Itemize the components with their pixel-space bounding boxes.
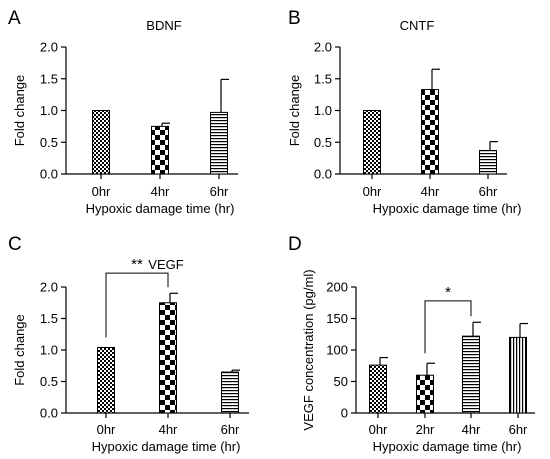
x-axis-label: Hypoxic damage time (hr) bbox=[86, 201, 235, 216]
x-axis-label: Hypoxic damage time (hr) bbox=[92, 439, 241, 454]
bar-4hr bbox=[159, 302, 177, 414]
y-axis-label: VEGF concentration (pg/ml) bbox=[301, 269, 316, 430]
y-tick-label: 1.0 bbox=[40, 103, 58, 118]
y-axis-label: Fold change bbox=[12, 314, 27, 386]
y-tick-label: 0.5 bbox=[40, 135, 58, 150]
y-tick-label: 150 bbox=[326, 311, 348, 326]
bar-4hr bbox=[151, 125, 169, 175]
x-tick-label: 0hr bbox=[97, 422, 116, 437]
significance-bracket bbox=[105, 272, 169, 338]
x-tick-label: 4hr bbox=[421, 184, 440, 199]
bar-6hr bbox=[479, 150, 497, 175]
y-tick-label: 1.5 bbox=[314, 71, 332, 86]
chart-panel-d: D 0 50 100 150 200 0hr 2hr 4hr 6hr Hypoxic damage … bbox=[288, 234, 535, 454]
bar-6hr bbox=[210, 111, 228, 175]
x-tick-label: 4hr bbox=[462, 422, 481, 437]
x-tick-label: 0hr bbox=[92, 184, 111, 199]
x-tick-label: 6hr bbox=[210, 184, 229, 199]
y-axis-label: Fold change bbox=[287, 75, 302, 147]
significance-bracket bbox=[424, 300, 472, 354]
y-tick-label: 200 bbox=[326, 280, 348, 295]
x-tick-label: 6hr bbox=[509, 422, 528, 437]
bar-0hr bbox=[369, 364, 387, 414]
x-tick-label: 6hr bbox=[221, 422, 240, 437]
panel-letter: C bbox=[8, 234, 22, 255]
chart-title: CNTF bbox=[400, 18, 435, 33]
y-tick-label: 1.0 bbox=[314, 103, 332, 118]
x-tick-label: 4hr bbox=[159, 422, 178, 437]
y-axis-label: Fold change bbox=[12, 75, 27, 147]
significance-label: * bbox=[445, 284, 451, 301]
x-tick-label: 4hr bbox=[151, 184, 170, 199]
y-tick-label: 2.0 bbox=[40, 280, 58, 295]
chart-panel-b: B CNTF 0.0 0.5 1.0 1.5 2.0 0hr 4hr 6hr Hypoxic dam… bbox=[287, 8, 521, 216]
x-tick-label: 6hr bbox=[479, 184, 498, 199]
y-tick-label: 0.0 bbox=[40, 167, 58, 182]
x-tick-label: 0hr bbox=[363, 184, 382, 199]
bar-6hr bbox=[509, 336, 527, 414]
y-tick-label: 0 bbox=[341, 406, 348, 421]
x-tick-label: 2hr bbox=[416, 422, 435, 437]
panel-letter: D bbox=[288, 234, 302, 255]
panel-letter: B bbox=[288, 8, 301, 29]
y-tick-label: 1.5 bbox=[40, 71, 58, 86]
y-tick-label: 0.0 bbox=[40, 406, 58, 421]
bar-2hr bbox=[416, 374, 434, 414]
y-tick-label: 0.5 bbox=[314, 135, 332, 150]
x-axis-label: Hypoxic damage time (hr) bbox=[373, 201, 522, 216]
y-tick-label: 1.0 bbox=[40, 343, 58, 358]
x-tick-label: 0hr bbox=[369, 422, 388, 437]
chart-title: VEGF bbox=[148, 257, 183, 272]
significance-label: ** bbox=[131, 256, 143, 273]
bar-4hr bbox=[421, 89, 439, 175]
x-axis-label: Hypoxic damage time (hr) bbox=[373, 439, 522, 454]
bar-0hr bbox=[363, 110, 381, 175]
y-tick-label: 0.5 bbox=[40, 374, 58, 389]
panel-letter: A bbox=[8, 8, 21, 29]
bar-0hr bbox=[97, 346, 115, 414]
y-tick-label: 1.5 bbox=[40, 311, 58, 326]
y-tick-label: 0.0 bbox=[314, 167, 332, 182]
chart-panel-c: C VEGF 0.0 0.5 1.0 1.5 2.0 0hr 4hr 6hr Hypoxic dam… bbox=[8, 234, 249, 454]
chart-panel-a: A BDNF 0.0 0.5 1.0 1.5 2.0 0hr 4hr 6hr Hypoxic dam… bbox=[8, 8, 238, 216]
bar-0hr bbox=[92, 110, 110, 175]
y-tick-label: 2.0 bbox=[314, 40, 332, 55]
chart-title: BDNF bbox=[146, 18, 181, 33]
y-tick-label: 2.0 bbox=[40, 40, 58, 55]
y-tick-label: 50 bbox=[334, 374, 348, 389]
y-tick-label: 100 bbox=[326, 343, 348, 358]
bar-6hr bbox=[221, 371, 239, 414]
bar-4hr bbox=[462, 335, 480, 414]
